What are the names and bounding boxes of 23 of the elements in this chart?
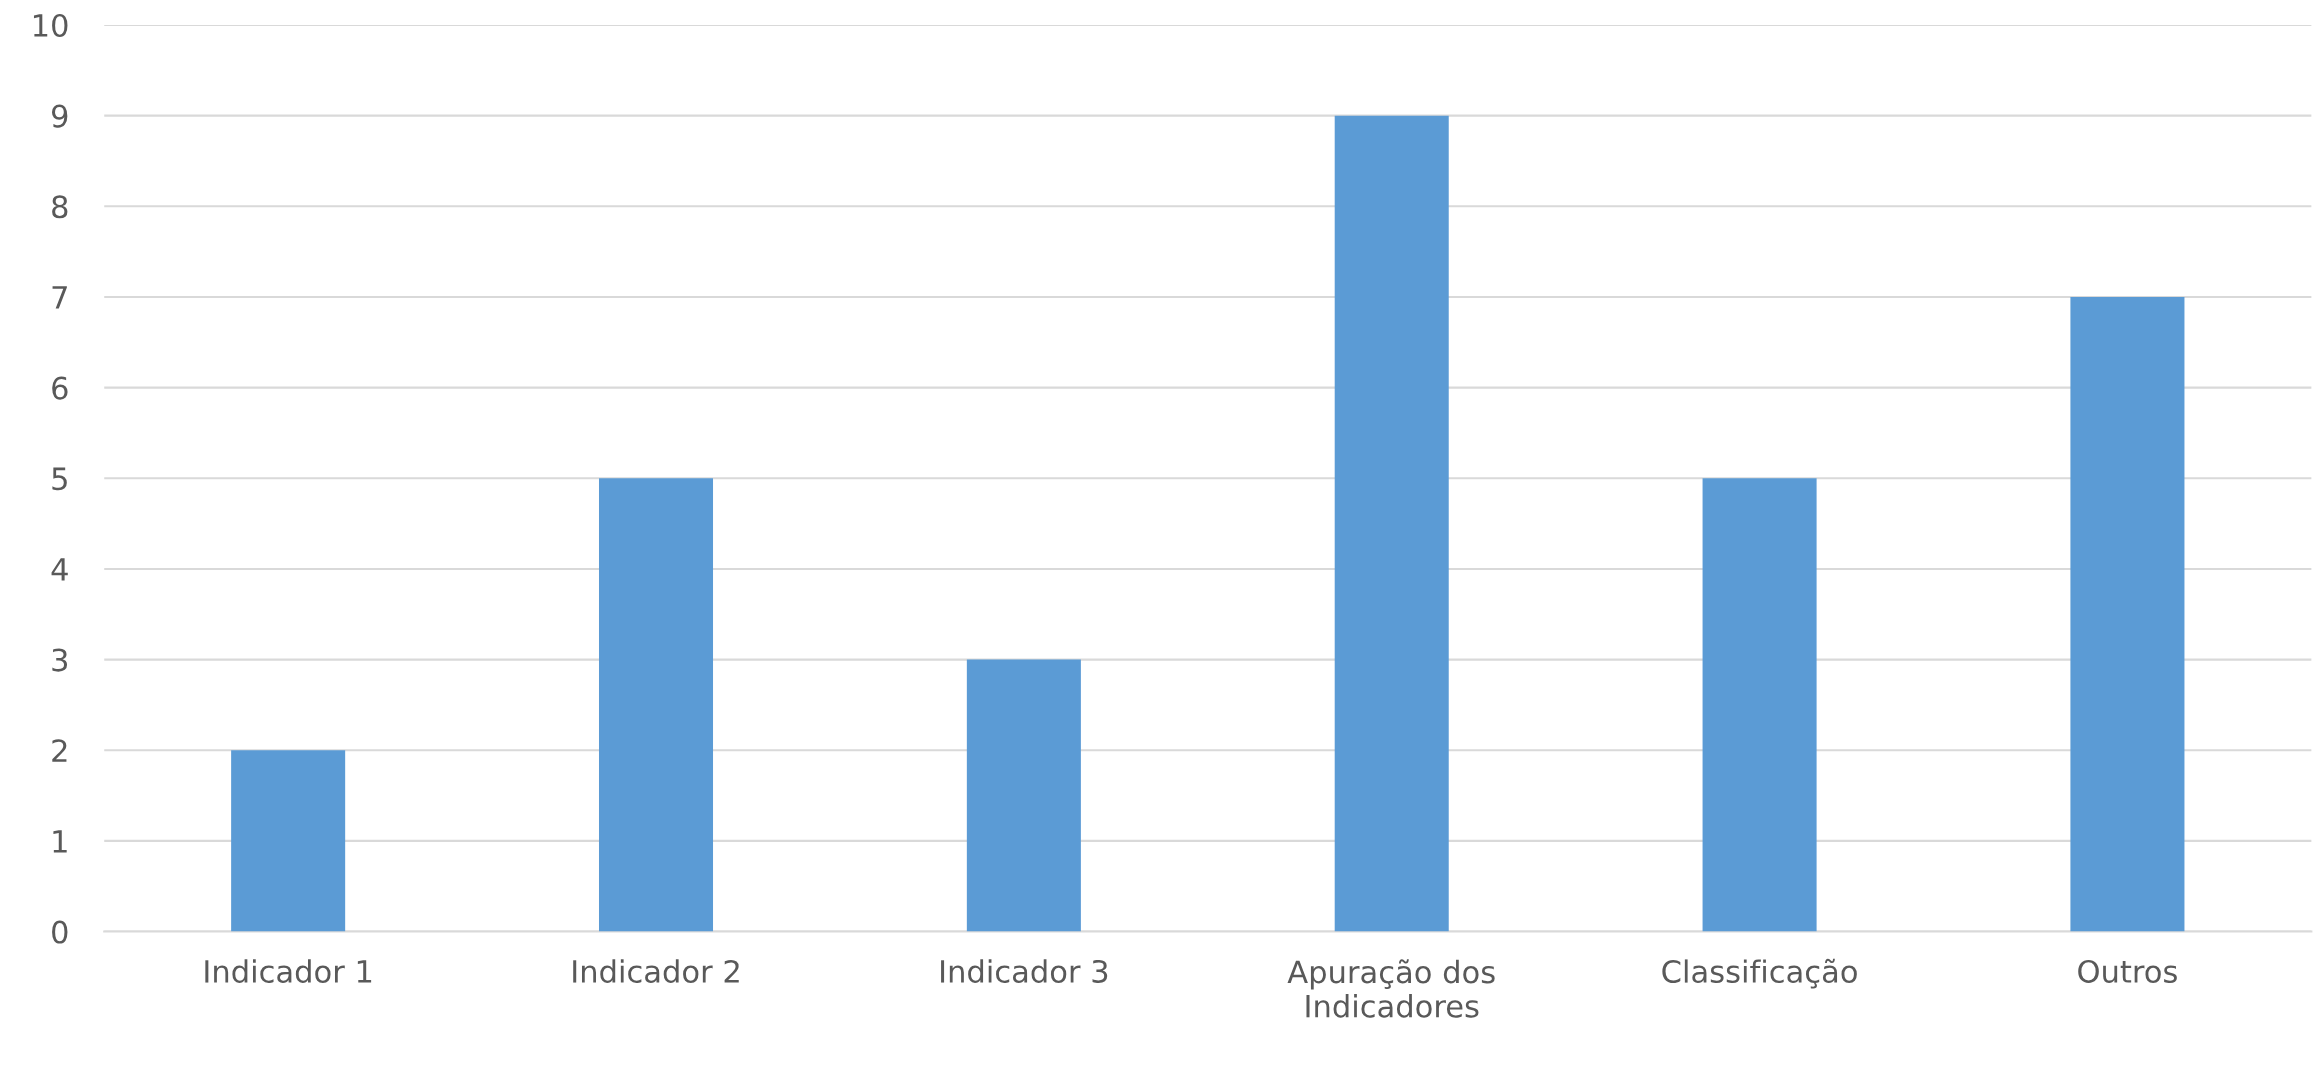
x-tick-label: Outros xyxy=(2078,959,2177,983)
bar xyxy=(1334,115,1449,932)
bar xyxy=(2070,296,2185,932)
y-tick-label: 3 xyxy=(52,648,68,672)
y-tick-label: 5 xyxy=(52,467,67,491)
bar xyxy=(598,478,714,932)
x-tick-label: Indicador 2 xyxy=(573,959,739,983)
x-tick-label: Indicador 3 xyxy=(941,959,1108,983)
x-tick-label: Indicador 1 xyxy=(205,959,372,983)
bar xyxy=(966,659,1081,932)
bar xyxy=(231,750,346,932)
y-tick-label: 10 xyxy=(33,13,68,38)
y-tick-label: 2 xyxy=(52,739,67,762)
bar xyxy=(1702,478,1817,932)
y-tick-label: 6 xyxy=(52,376,68,400)
x-tick-label: Apuração dos Indicadores xyxy=(1287,959,1495,1018)
y-tick-label: 1 xyxy=(53,830,67,853)
y-tick-label: 7 xyxy=(52,286,67,309)
y-tick-label: 9 xyxy=(51,104,68,128)
y-tick-label: 4 xyxy=(51,558,68,581)
y-tick-label: 8 xyxy=(52,195,68,219)
x-tick-label: Classificação xyxy=(1662,958,1857,989)
y-tick-label: 0 xyxy=(52,920,68,944)
